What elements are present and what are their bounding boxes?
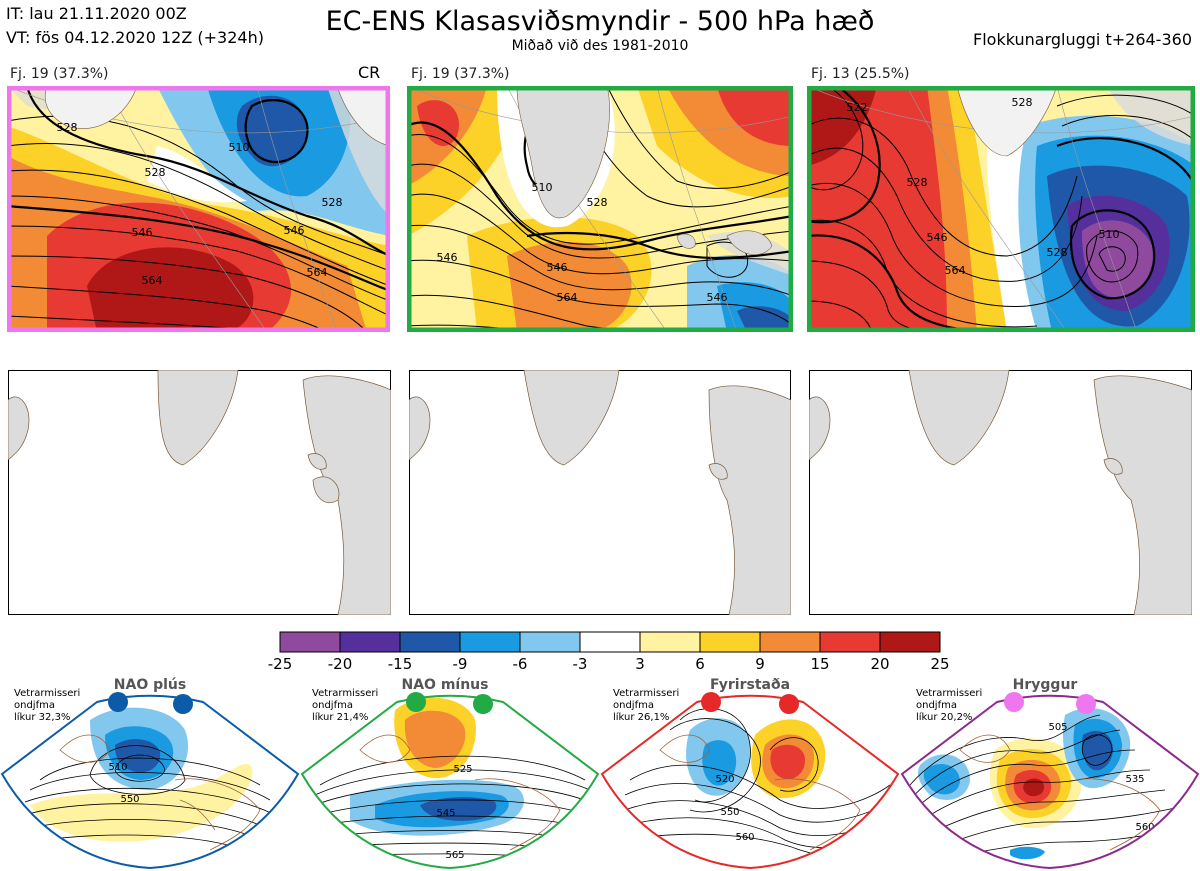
- panel-2-contour-label: 546: [437, 251, 458, 264]
- colorbar-swatch: [579, 631, 641, 653]
- regime-3-contour-label: 560: [735, 832, 754, 843]
- regime-2-stats: Vetrarmisseri ondjfma líkur 21,4%: [312, 688, 379, 723]
- colorbar-swatch: [699, 631, 761, 653]
- colorbar-swatch: [639, 631, 701, 653]
- colorbar-tick-label: 6: [695, 655, 705, 673]
- regime-3-marker: [701, 692, 721, 712]
- colorbar-tick-label: -3: [573, 655, 588, 673]
- colorbar-tick-label: 20: [870, 655, 889, 673]
- panel-3-label: Fj. 13 (25.5%): [811, 66, 910, 82]
- classification-window: Flokkunargluggi t+264-360: [973, 30, 1192, 49]
- panel-3-border: [807, 86, 1195, 332]
- colorbar: -25 -20 -15 -9 -6 -3 3 6 9 15 20 25: [268, 631, 950, 673]
- regime-4-contour-label: 505: [1048, 722, 1067, 733]
- colorbar-tick-label: -9: [453, 655, 468, 673]
- regime-2-contour-label: 565: [445, 850, 464, 861]
- panel-2-contour-label: 564: [557, 291, 578, 304]
- panel-3-contour-label: 510: [1099, 228, 1120, 241]
- cluster-map-panel-3: 522 528 546 564 510 528 528: [807, 86, 1195, 332]
- regime-1-stats: Vetrarmisseri ondjfma líkur 32,3%: [14, 688, 81, 723]
- basemap-panel-1: [8, 370, 391, 615]
- panel-2-contour-label: 528: [587, 196, 608, 209]
- regime-4-stats: Vetrarmisseri ondjfma líkur 20,2%: [916, 688, 983, 723]
- regime-4-marker: [1076, 694, 1096, 714]
- panel-2-contour-label: 546: [707, 291, 728, 304]
- colorbar-tick-label: -20: [328, 655, 353, 673]
- page-subtitle: Miðað við des 1981-2010: [511, 38, 689, 54]
- panel-3-contour-label: 546: [927, 231, 948, 244]
- regime-3-contour-label: 550: [720, 807, 739, 818]
- panel-3-contour-label: 528: [907, 176, 928, 189]
- regime-map-nao-minus: 525 545 565: [300, 692, 600, 870]
- colorbar-swatch: [759, 631, 821, 653]
- regime-map-nao-plus: 510 550: [0, 692, 300, 870]
- panel-1-label: Fj. 19 (37.3%): [10, 66, 109, 82]
- panel-2-contour-label: 510: [532, 181, 553, 194]
- colorbar-tick-label: -25: [268, 655, 293, 673]
- regime-3-marker: [779, 694, 799, 714]
- regime-4-name: Hryggur: [1012, 677, 1078, 693]
- valid-time: VT: fös 04.12.2020 12Z (+324h): [6, 28, 264, 47]
- regime-2-marker: [406, 692, 426, 712]
- regime-2-contour-label: 545: [436, 808, 455, 819]
- regime-2-name: NAO mínus: [401, 677, 489, 693]
- panel-1-contour-label: 564: [307, 266, 328, 279]
- colorbar-swatch: [519, 631, 581, 653]
- basemap-panel-3: [809, 370, 1192, 615]
- regime-4-marker: [1004, 692, 1024, 712]
- panel-1-contour-label: 528: [57, 121, 78, 134]
- colorbar-tick-label: 15: [810, 655, 829, 673]
- regime-1-contour-label: 550: [120, 794, 139, 805]
- colorbar-swatch: [819, 631, 881, 653]
- regime-1-name: NAO plús: [113, 677, 187, 693]
- panel-1-contour-label: 546: [132, 226, 153, 239]
- panel-1-contour-label: 528: [145, 166, 166, 179]
- colorbar-swatch: [279, 631, 341, 653]
- regime-3-stats: Vetrarmisseri ondjfma líkur 26,1%: [613, 688, 680, 723]
- colorbar-tick-label: -6: [513, 655, 528, 673]
- regime-3-name: Fyrirstaða: [709, 677, 791, 693]
- panel-1-contour-label: 564: [142, 274, 163, 287]
- cluster-map-panel-2: 510 528 546 564 546 546: [407, 86, 793, 332]
- colorbar-swatch: [339, 631, 401, 653]
- regime-4-contour-label: 535: [1125, 774, 1144, 785]
- regime-4-contour-label: 560: [1135, 822, 1154, 833]
- regime-3-contour-label: 520: [715, 774, 734, 785]
- regime-2-contour-label: 525: [453, 764, 472, 775]
- regime-1-contour-label: 510: [108, 762, 127, 773]
- page-title: EC-ENS Klasasviðsmyndir - 500 hPa hæð: [325, 6, 875, 37]
- panel-3-contour-label: 564: [945, 264, 966, 277]
- init-time: IT: lau 21.11.2020 00Z: [6, 4, 187, 23]
- panel-1-contour-label: 528: [322, 196, 343, 209]
- panel-2-label: Fj. 19 (37.3%): [411, 66, 510, 82]
- colorbar-tick-label: 3: [635, 655, 645, 673]
- cluster-map-panel-1: 528 510 528 546 564 528 546 564: [7, 86, 390, 332]
- regime-1-marker: [173, 694, 193, 714]
- regime-map-ridge: 505 535 560: [900, 692, 1200, 870]
- regime-1-marker: [108, 692, 128, 712]
- panel-1-contour-label: 546: [284, 224, 305, 237]
- regime-2-marker: [473, 694, 493, 714]
- panel-1-border: [7, 86, 390, 332]
- colorbar-swatch: [399, 631, 461, 653]
- colorbar-swatch: [459, 631, 521, 653]
- regime-map-blocking: 520 550 560: [600, 692, 900, 870]
- panel-3-contour-label: 528: [1012, 96, 1033, 109]
- panel-3-contour-label: 528: [1047, 246, 1068, 259]
- panel-2-border: [407, 86, 793, 332]
- colorbar-tick-label: -15: [388, 655, 413, 673]
- panel-3-contour-label: 522: [847, 101, 868, 114]
- colorbar-swatch: [879, 631, 941, 653]
- basemap-panel-2: [409, 370, 791, 615]
- colorbar-tick-label: 9: [755, 655, 765, 673]
- panel-2-contour-label: 546: [547, 261, 568, 274]
- colorbar-tick-label: 25: [930, 655, 949, 673]
- panel-1-tag: CR: [358, 63, 381, 82]
- panel-1-contour-label: 510: [229, 141, 250, 154]
